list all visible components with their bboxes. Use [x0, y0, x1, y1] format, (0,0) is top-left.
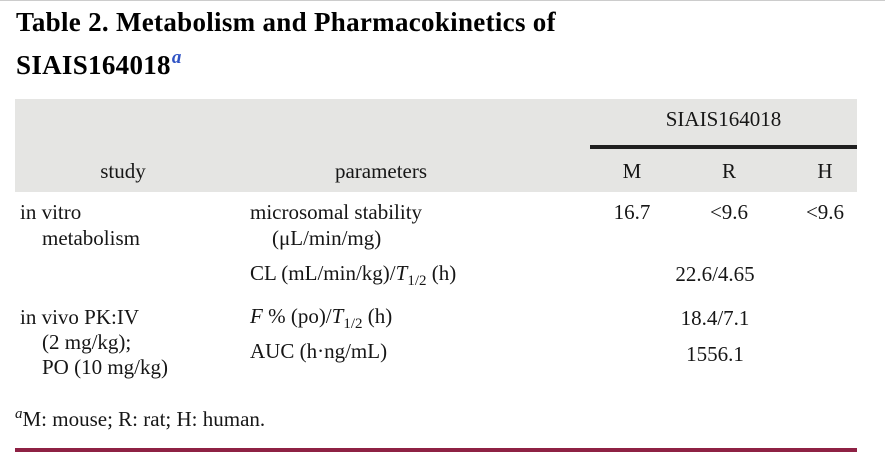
parameter-cell-auc: AUC (h·ng/mL) — [250, 339, 388, 363]
study-cell-in-vivo-line3: PO (10 mg/kg) — [42, 355, 168, 379]
table-footnote: aM: mouse; R: rat; H: human. — [15, 401, 265, 432]
value-cell-microsomal-rat: <9.6 — [709, 200, 749, 224]
column-header-mouse: M — [622, 159, 642, 183]
parameter-bioavailability-f-symbol: F — [250, 304, 263, 328]
value-cell-bioavailability-halflife: 18.4/7.1 — [680, 306, 750, 330]
parameter-bioavailability-unit: (h) — [362, 304, 393, 328]
parameter-cell-microsomal-stability-line2: (μL/min/mg) — [272, 226, 382, 250]
column-spanner-label: SIAIS164018 — [665, 107, 782, 131]
parameter-cell-clearance: CL (mL/min/kg)/T1/2 (h) — [250, 261, 456, 294]
value-cell-microsomal-mouse: 16.7 — [613, 200, 651, 224]
parameter-cell-bioavailability: F % (po)/T1/2 (h) — [250, 304, 392, 337]
footnote-text: M: mouse; R: rat; H: human. — [22, 407, 266, 431]
value-cell-auc: 1556.1 — [686, 342, 744, 366]
value-cell-microsomal-human: <9.6 — [805, 200, 845, 224]
study-cell-in-vivo-line2: (2 mg/kg); — [42, 330, 132, 354]
top-divider — [0, 0, 885, 1]
table-title-compound: SIAIS164018 — [16, 50, 171, 80]
table-header-band: SIAIS164018 study parameters M R H — [15, 99, 857, 192]
column-spanner-rule — [590, 145, 857, 149]
value-cell-clearance-halflife: 22.6/4.65 — [675, 262, 755, 286]
footnote-marker: a — [15, 406, 23, 422]
study-cell-in-vitro-line1: in vitro — [20, 200, 82, 224]
table-title: Table 2. Metabolism and Pharmacokinetics… — [16, 5, 556, 83]
parameter-clearance-text: CL (mL/min/kg)/ — [250, 261, 396, 285]
study-cell-in-vitro-line2: metabolism — [42, 226, 140, 250]
column-header-human: H — [817, 159, 833, 183]
column-header-rat: R — [721, 159, 736, 183]
bottom-divider-rule — [15, 448, 857, 452]
parameter-bioavailability-t-symbol: T — [331, 304, 344, 328]
column-header-parameters: parameters — [334, 159, 428, 183]
table-title-line1: Table 2. Metabolism and Pharmacokinetics… — [16, 7, 556, 37]
parameter-clearance-unit: (h) — [426, 261, 457, 285]
parameter-clearance-halflife-subscript: 1/2 — [407, 273, 427, 289]
parameter-clearance-t-symbol: T — [395, 261, 408, 285]
title-footnote-marker: a — [171, 47, 182, 68]
parameter-cell-microsomal-stability-line1: microsomal stability — [250, 200, 423, 224]
parameter-bioavailability-text: % (po)/ — [262, 304, 332, 328]
study-cell-in-vivo-line1: in vivo PK:IV — [20, 305, 140, 329]
column-header-study: study — [100, 159, 146, 183]
parameter-bioavailability-halflife-subscript: 1/2 — [343, 316, 363, 332]
